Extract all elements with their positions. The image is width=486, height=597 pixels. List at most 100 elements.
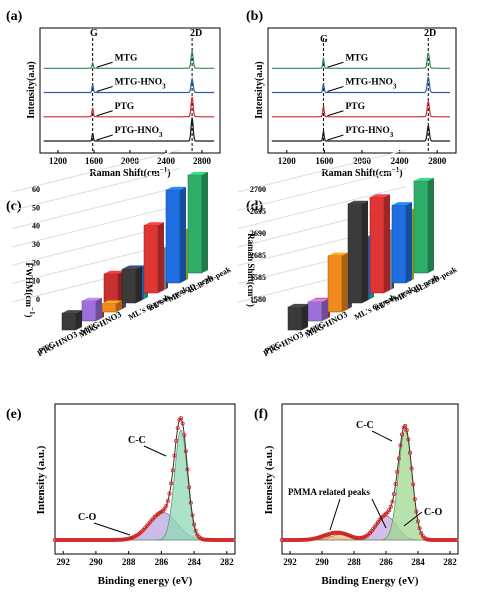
data-point <box>187 485 192 490</box>
xtick-label: 2800 <box>193 156 212 166</box>
data-point <box>193 528 198 533</box>
panel-f-ylabel: Intensity (a.u.) <box>263 445 275 514</box>
panel-f-cc-arrow <box>371 430 393 442</box>
panel-a-xticks: 1200 1600 2000 2400 2800 <box>49 150 212 166</box>
xtick-label: 2800 <box>428 156 447 166</box>
data-point <box>180 421 185 426</box>
panel-e-ylabel: Intensity (a.u.) <box>35 445 47 514</box>
bar-front <box>287 306 303 331</box>
ytick-label: 0 <box>36 295 40 304</box>
data-point <box>407 450 412 455</box>
data-point <box>182 433 187 438</box>
data-point <box>415 519 420 524</box>
series-label: PTG-HNO3 <box>115 126 163 139</box>
bar-top <box>102 300 122 304</box>
series-line <box>271 125 450 142</box>
panel-d-ylabel: Raman Shift(cm−1) <box>246 233 258 307</box>
bar-front <box>307 301 323 322</box>
panel-a-2d-label: 2D <box>190 28 202 39</box>
bar-front <box>61 312 77 331</box>
xtick-label: 286 <box>155 557 169 567</box>
series-label: PTG-HNO3 <box>345 126 393 139</box>
bar-side <box>322 298 328 321</box>
series-label-subscript: 3 <box>159 131 163 139</box>
bar-side <box>362 200 368 303</box>
xtick-label: 1600 <box>85 156 104 166</box>
data-point <box>165 498 170 503</box>
series-line <box>271 101 450 118</box>
fit-envelope <box>282 425 458 541</box>
panel-f-pmma-arrow-1 <box>329 498 341 531</box>
data-point <box>170 468 175 473</box>
data-point <box>192 522 197 527</box>
xtick-label: 290 <box>89 557 103 567</box>
data-point <box>178 416 183 421</box>
ytick-label: 10 <box>32 277 40 286</box>
series-label-subscript: 3 <box>390 131 394 139</box>
series-label: MTG-HNO3 <box>345 78 397 91</box>
panel-f-label: (f) <box>254 407 268 422</box>
panel-a-g-label: G <box>90 28 98 39</box>
panel-f-xlabel: Binding Energy (eV) <box>321 575 419 587</box>
panel-b-xlabel: Raman Shift(cm−1) <box>321 166 402 179</box>
panel-e-co-arrow <box>93 522 131 536</box>
data-point <box>417 526 422 531</box>
bar-top <box>328 252 348 256</box>
data-point <box>390 499 395 504</box>
panel-a-series-labels: MTG MTG-HNO3 PTG PTG-HNO3 <box>96 53 166 141</box>
ytick-label: 1585 <box>250 273 266 282</box>
bar-side <box>180 186 186 283</box>
data-point <box>167 491 172 496</box>
data-point <box>183 449 188 454</box>
panel-f-pmma-annotation: PMMA related peaks <box>288 487 370 497</box>
xtick-label: 1200 <box>49 156 68 166</box>
panel-a: (a) 1200 1600 2000 2400 2800 MTG MTG-HNO3 PTG P… <box>6 9 221 179</box>
panel-b-g-label: G <box>320 34 328 45</box>
ytick-label: 20 <box>32 258 40 267</box>
series-line <box>271 52 450 69</box>
bar-top <box>288 303 308 307</box>
bar-side <box>384 194 390 293</box>
panel-f-frame <box>281 403 459 555</box>
series-label-subscript: 3 <box>162 83 166 91</box>
bar-top <box>104 270 124 274</box>
series-label-arrow <box>327 61 344 68</box>
bar-side <box>136 266 142 303</box>
series-label-arrow <box>327 110 344 117</box>
panel-c-bars <box>61 171 208 331</box>
series-label-arrow <box>327 86 344 92</box>
data-point <box>409 466 414 471</box>
series-label: PTG <box>115 102 135 112</box>
bar-top <box>414 177 434 181</box>
data-point <box>175 425 180 430</box>
bar-top <box>166 186 186 190</box>
grid-line <box>237 186 407 230</box>
xtick-label: 292 <box>56 557 70 567</box>
xtick-label: 282 <box>220 557 234 567</box>
data-point <box>411 482 416 487</box>
panel-f: (f) 292 290 288 286 284 282 Binding Energy (e… <box>254 403 459 587</box>
xtick-label: 1600 <box>315 156 334 166</box>
bar-side <box>76 310 82 330</box>
data-point <box>403 423 408 428</box>
bar-front <box>165 189 181 284</box>
bar-side <box>428 177 434 273</box>
bar-front <box>121 268 137 304</box>
bar-top <box>392 202 412 206</box>
series-line <box>271 77 450 94</box>
bar-top <box>62 310 82 314</box>
panel-a-ylabel: Intensity(a.u) <box>26 61 37 119</box>
series-line <box>43 76 215 94</box>
data-point <box>229 538 234 543</box>
ytick-label: 2685 <box>250 251 266 260</box>
series-label-arrow <box>96 110 113 117</box>
bar-side <box>342 252 348 312</box>
bar-side <box>116 300 122 312</box>
xtick-label: 290 <box>315 557 329 567</box>
bar-front <box>369 197 385 294</box>
series-label-arrow <box>96 86 113 92</box>
xtick-label: 292 <box>283 557 297 567</box>
